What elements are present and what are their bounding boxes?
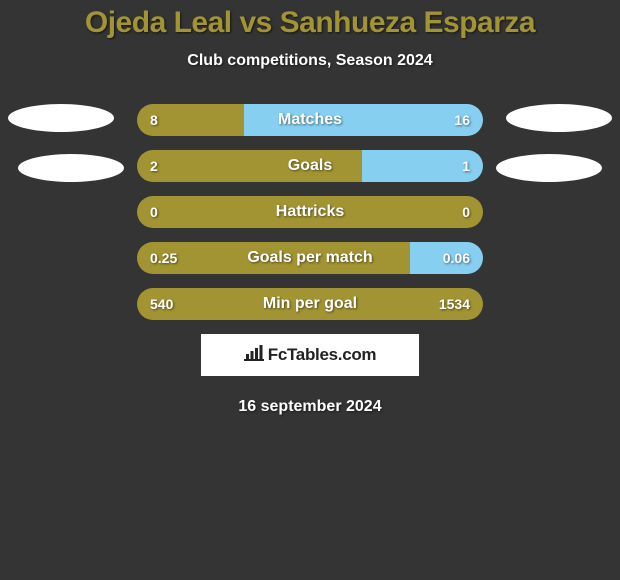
stat-label: Min per goal <box>263 295 357 313</box>
stat-row: Hattricks 0 0 <box>0 196 620 228</box>
stat-row: Goals per match 0.25 0.06 <box>0 242 620 274</box>
stat-label: Goals per match <box>247 249 372 267</box>
stat-value-left: 0 <box>150 204 158 220</box>
date-text: 16 september 2024 <box>0 398 620 416</box>
stat-value-right: 0.06 <box>443 250 470 266</box>
stats-area: Matches 8 16 Goals 2 1 Hattricks 0 0 Goals per ma… <box>0 104 620 320</box>
infographic-container: Ojeda Leal vs Sanhueza Esparza Club comp… <box>0 0 620 580</box>
subtitle: Club competitions, Season 2024 <box>0 52 620 70</box>
stat-value-right: 1534 <box>439 296 470 312</box>
stat-label: Hattricks <box>276 203 344 221</box>
page-title: Ojeda Leal vs Sanhueza Esparza <box>0 6 620 40</box>
stat-label: Matches <box>278 111 342 129</box>
brand-box[interactable]: FcTables.com <box>201 334 419 376</box>
stat-value-left: 540 <box>150 296 173 312</box>
stat-row: Goals 2 1 <box>0 150 620 182</box>
stat-value-right: 16 <box>454 112 470 128</box>
stat-value-right: 1 <box>462 158 470 174</box>
stat-row: Matches 8 16 <box>0 104 620 136</box>
stat-value-right: 0 <box>462 204 470 220</box>
chart-icon <box>244 345 264 366</box>
brand-text: FcTables.com <box>268 345 377 365</box>
stat-value-left: 0.25 <box>150 250 177 266</box>
stat-label: Goals <box>288 157 332 175</box>
stat-row: Min per goal 540 1534 <box>0 288 620 320</box>
stat-value-left: 2 <box>150 158 158 174</box>
stat-value-left: 8 <box>150 112 158 128</box>
